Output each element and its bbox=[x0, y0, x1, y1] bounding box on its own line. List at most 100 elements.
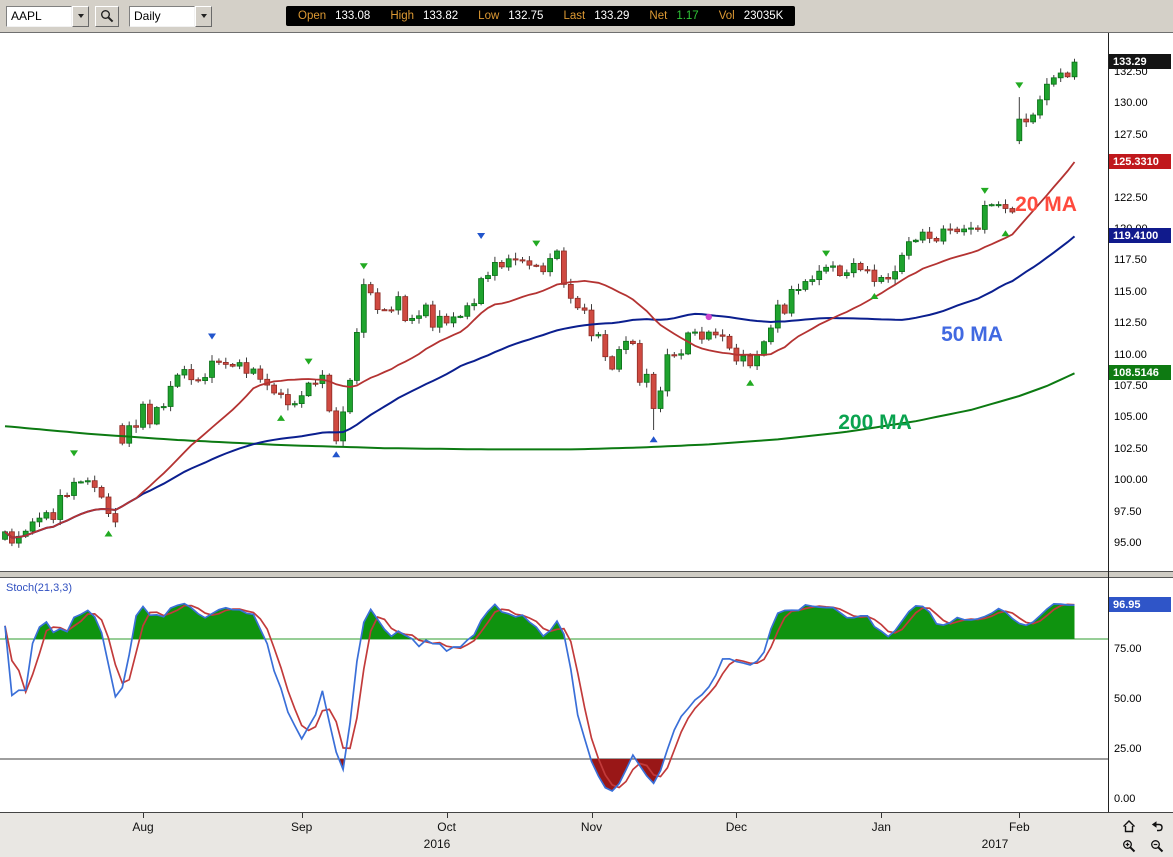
signal-arrow-down bbox=[980, 187, 989, 194]
home-icon bbox=[1122, 820, 1135, 833]
candle-body bbox=[692, 331, 698, 334]
month-tick bbox=[736, 813, 738, 818]
candle-body bbox=[457, 315, 464, 318]
pane-splitter[interactable] bbox=[0, 571, 1173, 578]
candle-body bbox=[588, 309, 595, 337]
candle-body bbox=[1009, 208, 1016, 213]
candle-body bbox=[505, 258, 512, 268]
candle-body bbox=[153, 407, 160, 425]
candle-body bbox=[595, 334, 602, 337]
candle-body bbox=[961, 228, 967, 233]
ma-annotation: 200 MA bbox=[838, 411, 912, 434]
ma20-value-badge: 125.3310 bbox=[1109, 154, 1171, 170]
signal-arrow-up bbox=[870, 293, 879, 300]
candle-body bbox=[857, 262, 864, 271]
candle-body bbox=[167, 385, 174, 407]
candle-body bbox=[195, 379, 202, 382]
candle-body bbox=[567, 283, 574, 299]
month-label: Jan bbox=[871, 820, 891, 834]
price-axis-label: 105.00 bbox=[1114, 411, 1148, 424]
candle-body bbox=[933, 237, 940, 242]
candle-body bbox=[940, 228, 947, 242]
month-tick bbox=[1019, 813, 1021, 818]
zoom-out-button[interactable] bbox=[1144, 837, 1172, 856]
ma200-line bbox=[4, 372, 1075, 451]
candle-body bbox=[1023, 118, 1030, 123]
month-tick bbox=[881, 813, 883, 818]
interval-select[interactable]: Daily bbox=[129, 5, 195, 27]
ma20-line bbox=[4, 161, 1076, 539]
candle-body bbox=[126, 425, 133, 444]
stoch-axis-label: 0.00 bbox=[1114, 793, 1136, 805]
stoch-overbought-fill bbox=[5, 603, 1075, 639]
candle-body bbox=[754, 354, 760, 367]
candle-body bbox=[602, 334, 609, 358]
symbol-search-button[interactable] bbox=[95, 5, 119, 27]
candle-body bbox=[823, 266, 829, 272]
candle-body bbox=[43, 512, 50, 519]
symbol-dropdown-button[interactable] bbox=[72, 5, 89, 27]
signal-arrow-up bbox=[277, 414, 285, 421]
candle-body bbox=[395, 296, 402, 311]
month-label: Sep bbox=[291, 820, 313, 834]
signal-arrow-up bbox=[1001, 230, 1010, 237]
candle-body bbox=[630, 340, 636, 344]
signal-arrow-down bbox=[1015, 82, 1024, 89]
candle-body bbox=[119, 425, 126, 444]
stoch-axis-label: 50.00 bbox=[1114, 693, 1142, 705]
candle-body bbox=[188, 369, 195, 381]
price-chart-canvas[interactable]: 20 MA 50 MA 200 MA bbox=[0, 33, 1108, 571]
price-axis-label: 115.00 bbox=[1114, 285, 1147, 298]
candle-body bbox=[657, 390, 664, 409]
candle-body bbox=[416, 315, 422, 319]
candle-body bbox=[1050, 77, 1057, 85]
quote-value: 133.08 bbox=[335, 10, 371, 22]
month-tick bbox=[446, 813, 448, 818]
candle-body bbox=[326, 374, 333, 412]
candle-body bbox=[788, 288, 795, 314]
candle-body bbox=[236, 362, 243, 367]
undo-button[interactable] bbox=[1144, 817, 1172, 836]
home-button[interactable] bbox=[1115, 817, 1143, 836]
candle-body bbox=[450, 316, 457, 324]
candle-body bbox=[671, 354, 678, 357]
stoch-chart-canvas[interactable] bbox=[0, 578, 1108, 811]
candle-body bbox=[574, 297, 581, 309]
candle-body bbox=[298, 395, 305, 405]
candle-body bbox=[443, 315, 450, 324]
candle-body bbox=[981, 204, 988, 230]
year-label: 2016 bbox=[423, 837, 451, 851]
candle-body bbox=[381, 309, 388, 312]
candle-body bbox=[464, 305, 471, 317]
quote-label: Open bbox=[298, 10, 327, 22]
interval-dropdown-button[interactable] bbox=[195, 5, 212, 27]
stoch-value-badge: 96.95 bbox=[1109, 597, 1171, 613]
candle-body bbox=[954, 228, 961, 233]
quote-value: 133.82 bbox=[422, 10, 459, 22]
stoch-d-line bbox=[4, 603, 1075, 789]
candle-body bbox=[526, 260, 533, 266]
signal-arrow-down bbox=[359, 263, 368, 270]
candle-body bbox=[636, 343, 643, 383]
quote-value: 23035K bbox=[743, 10, 784, 22]
candle-body bbox=[899, 254, 905, 273]
candle-body bbox=[540, 265, 547, 273]
chart-nav-controls bbox=[1115, 817, 1171, 855]
candle-body bbox=[388, 309, 395, 312]
candle-body bbox=[409, 317, 416, 321]
candle-body bbox=[726, 335, 733, 349]
candle-body bbox=[781, 304, 788, 314]
price-axis-label: 102.50 bbox=[1114, 442, 1148, 455]
symbol-input[interactable] bbox=[6, 5, 72, 27]
candle-body bbox=[36, 517, 43, 523]
zoom-in-button[interactable] bbox=[1115, 837, 1143, 856]
candle-body bbox=[57, 494, 64, 520]
candle-body bbox=[84, 480, 91, 483]
candle-body bbox=[181, 369, 188, 376]
candle-body bbox=[919, 231, 926, 241]
price-axis-label: 107.50 bbox=[1114, 380, 1148, 392]
candle-body bbox=[429, 304, 436, 328]
ma-annotation: 20 MA bbox=[1015, 193, 1077, 216]
quote-field-open: Open 133.08 bbox=[298, 10, 370, 22]
candle-body bbox=[367, 284, 374, 294]
